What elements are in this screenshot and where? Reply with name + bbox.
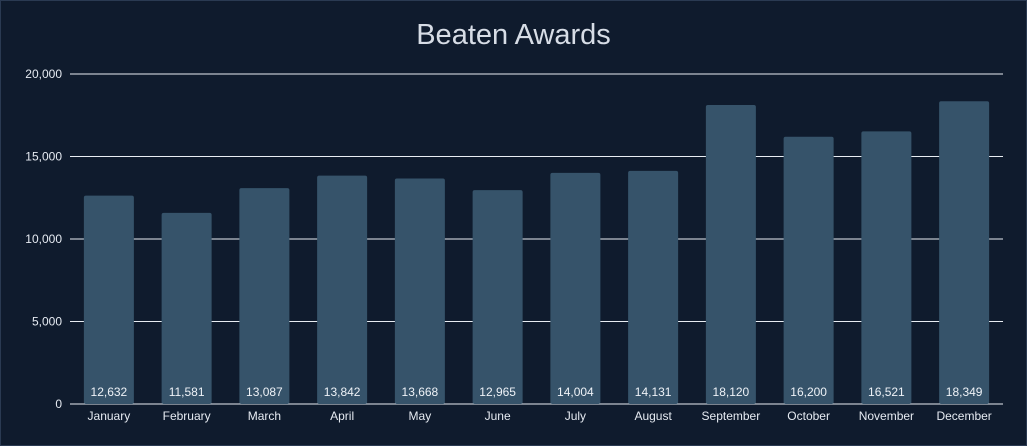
data-label: 14,004 [557,385,594,399]
x-tick-label: May [409,409,432,423]
bar-july [550,172,601,404]
y-tick-label: 10,000 [25,232,62,246]
x-tick-label: August [634,409,672,423]
data-label: 16,200 [790,385,827,399]
data-label: 12,965 [479,385,516,399]
x-tick-label: March [248,409,281,423]
data-label: 13,842 [324,385,361,399]
x-tick-label: February [163,409,211,423]
y-tick-label: 15,000 [25,150,62,164]
data-labels: 12,632 11,581 13,087 13,842 13,668 12,965 14,0… [91,385,983,399]
data-label: 16,521 [868,385,905,399]
bar-february [161,212,212,404]
y-tick-label: 20,000 [25,67,62,81]
bar-may [394,178,445,404]
data-label: 14,131 [635,385,672,399]
x-axis-ticks: January February March April May June July Augu… [88,409,992,423]
y-axis-ticks: 0 5,000 10,000 15,000 20,000 [25,67,62,411]
x-tick-label: September [702,409,761,423]
data-label: 12,632 [91,385,128,399]
bar-november [861,131,912,404]
x-tick-label: November [859,409,914,423]
bar-october [783,136,834,404]
bar-august [628,170,679,404]
bar-december [939,101,990,404]
bar-march [239,188,290,404]
x-tick-label: June [485,409,511,423]
data-label: 13,668 [402,385,439,399]
x-tick-label: December [936,409,991,423]
bar-april [317,175,368,404]
y-tick-label: 5,000 [32,315,62,329]
data-label: 11,581 [169,385,205,399]
x-tick-label: January [88,409,131,423]
x-tick-label: April [330,409,354,423]
chart-title: Beaten Awards [416,19,611,51]
x-tick-label: July [565,409,586,423]
x-tick-label: October [787,409,830,423]
data-label: 13,087 [246,385,283,399]
gridlines [70,73,1003,405]
bar-june [472,190,523,404]
bars [83,101,990,405]
data-label: 18,120 [713,385,750,399]
data-label: 18,349 [946,385,983,399]
bar-january [83,195,134,404]
bar-september [705,105,756,405]
y-tick-label: 0 [55,397,62,411]
